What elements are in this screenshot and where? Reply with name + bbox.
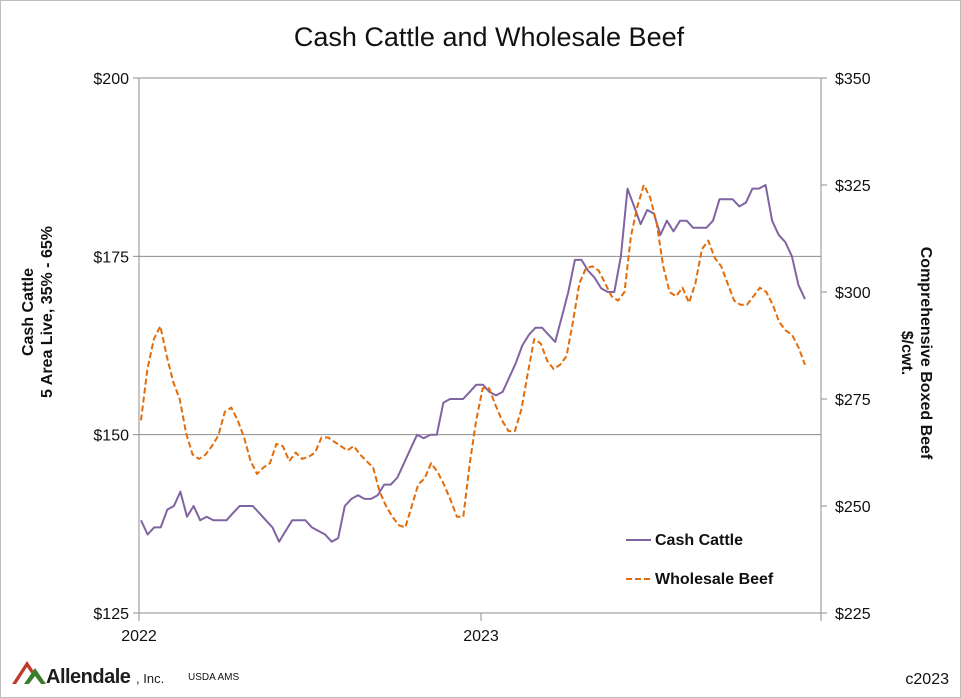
right-axis-title-line2: $/cwt.	[898, 331, 915, 375]
x-tick-label: 2022	[121, 628, 157, 645]
legend-wholesale-beef-label: Wholesale Beef	[655, 571, 774, 588]
right-axis-title: Comprehensive Boxed Beef $/cwt.	[898, 247, 934, 460]
left-axis-title-line2: 5 Area Live, 35% - 65%	[39, 226, 56, 398]
left-tick-label: $200	[93, 71, 129, 88]
series-group	[140, 184, 806, 543]
logo-suffix: , Inc.	[136, 671, 164, 686]
right-tick-label: $275	[835, 392, 871, 409]
gridlines	[139, 77, 821, 436]
left-axis-title: Cash Cattle 5 Area Live, 35% - 65%	[20, 226, 56, 398]
left-tick-label: $125	[93, 606, 129, 623]
legend: Cash Cattle Wholesale Beef	[626, 532, 774, 588]
right-tick-label: $325	[835, 178, 871, 195]
left-tick-label: $150	[93, 428, 129, 445]
left-tick-labels: $125 $150 $175 $200	[93, 71, 139, 623]
series-line-wholesale-beef	[140, 184, 806, 529]
left-axis-title-line1: Cash Cattle	[20, 268, 37, 356]
right-axis-title-line1: Comprehensive Boxed Beef	[917, 247, 934, 460]
right-tick-labels: $225 $250 $275 $300 $325 $350	[821, 71, 871, 623]
logo-mark-red	[12, 661, 35, 684]
allendale-logo: Allendale , Inc.	[12, 661, 164, 688]
right-tick-label: $300	[835, 285, 871, 302]
logo-mark-green	[24, 668, 46, 684]
copyright-label: c2023	[905, 671, 949, 688]
logo-name: Allendale	[46, 666, 131, 688]
x-tick-label: 2023	[463, 628, 499, 645]
chart-title: Cash Cattle and Wholesale Beef	[294, 22, 685, 52]
right-tick-label: $250	[835, 499, 871, 516]
left-tick-label: $175	[93, 249, 129, 266]
axes	[138, 78, 822, 614]
source-label: USDA AMS	[188, 672, 239, 683]
series-line-cash-cattle	[140, 184, 806, 543]
legend-cash-cattle-label: Cash Cattle	[655, 532, 743, 549]
right-tick-label: $350	[835, 71, 871, 88]
right-tick-label: $225	[835, 606, 871, 623]
x-tick-labels: 2022 2023	[121, 613, 822, 645]
